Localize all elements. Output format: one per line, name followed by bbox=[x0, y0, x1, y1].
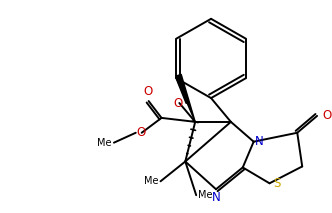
Text: O: O bbox=[136, 126, 145, 139]
Text: N: N bbox=[211, 191, 220, 204]
Polygon shape bbox=[176, 74, 195, 122]
Text: O: O bbox=[174, 96, 183, 109]
Text: O: O bbox=[322, 109, 331, 122]
Text: O: O bbox=[143, 85, 152, 98]
Text: Me: Me bbox=[144, 176, 159, 186]
Text: S: S bbox=[274, 177, 281, 190]
Text: N: N bbox=[255, 135, 263, 148]
Text: Me: Me bbox=[98, 138, 112, 148]
Text: Me: Me bbox=[198, 190, 213, 200]
